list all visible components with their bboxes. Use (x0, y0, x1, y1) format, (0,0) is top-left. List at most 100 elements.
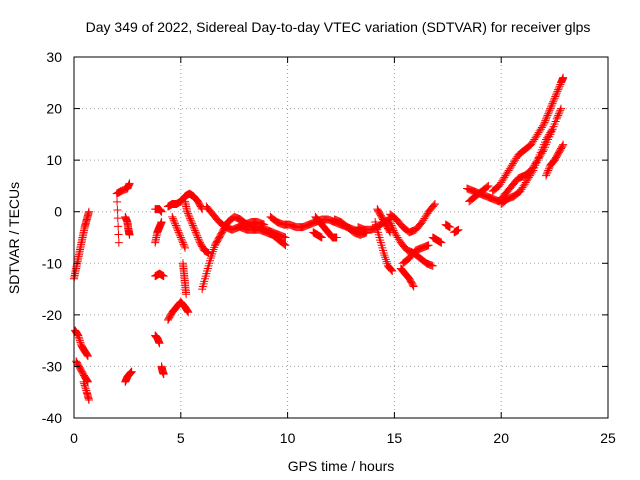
data-point (528, 138, 537, 147)
data-point (386, 218, 395, 227)
data-point (209, 245, 218, 254)
data-point (317, 233, 326, 242)
data-point (83, 352, 92, 361)
data-point (114, 222, 123, 231)
data-point (424, 241, 433, 250)
data-point (187, 218, 196, 227)
data-point (188, 219, 197, 228)
data-point (159, 272, 168, 281)
data-point (175, 230, 184, 239)
data-point (547, 126, 556, 135)
data-point (185, 212, 194, 221)
data-point (183, 209, 192, 218)
data-point (500, 173, 509, 182)
data-point (186, 216, 195, 225)
data-point (409, 282, 418, 291)
data-point (184, 211, 193, 220)
data-point (549, 97, 558, 106)
data-point (182, 290, 191, 299)
data-point (539, 120, 548, 129)
data-point (495, 181, 504, 190)
data-point (503, 168, 512, 177)
data-point (169, 216, 178, 225)
data-point (379, 248, 388, 257)
data-point (177, 235, 186, 244)
y-tick-label: -40 (42, 410, 62, 426)
data-point (482, 183, 491, 192)
data-point (502, 169, 511, 178)
data-point (392, 231, 401, 240)
data-point (545, 106, 554, 115)
data-point (113, 214, 122, 223)
data-point (546, 128, 555, 137)
y-tick-label: 20 (46, 101, 62, 117)
data-point (543, 168, 552, 177)
data-point (542, 113, 551, 122)
y-tick-label: -20 (42, 307, 62, 323)
y-tick-label: 30 (46, 49, 62, 65)
data-point (535, 126, 544, 135)
data-point (530, 135, 539, 144)
x-tick-label: 10 (280, 430, 296, 446)
data-point (410, 247, 419, 256)
data-point (157, 207, 166, 216)
data-point (388, 223, 397, 232)
data-point (74, 333, 83, 342)
data-point (281, 233, 290, 242)
data-point (114, 238, 123, 247)
data-point (501, 196, 510, 205)
data-point (79, 377, 88, 386)
data-point (281, 241, 290, 250)
data-point (81, 383, 90, 392)
data-point (180, 242, 189, 251)
data-point (220, 222, 229, 231)
data-point (504, 166, 513, 175)
data-point (173, 224, 182, 233)
data-point (532, 132, 541, 141)
data-point (554, 109, 563, 118)
data-point (174, 228, 183, 237)
data-point (544, 132, 553, 141)
data-point (113, 197, 122, 206)
x-tick-label: 25 (600, 430, 616, 446)
data-point (553, 87, 562, 96)
series-sat-o (168, 212, 190, 252)
data-point (497, 178, 506, 187)
data-point (548, 125, 557, 134)
data-point (526, 171, 535, 180)
data-point (522, 176, 531, 185)
data-point (173, 226, 182, 235)
data-point (191, 228, 200, 237)
data-point (181, 243, 190, 252)
data-point (507, 161, 516, 170)
data-point (171, 219, 180, 228)
series-sat-h (151, 331, 164, 348)
data-point (502, 195, 511, 204)
series-sat-an (542, 140, 568, 180)
data-point (347, 226, 356, 235)
data-point (127, 367, 136, 376)
series-sat-d (79, 377, 93, 404)
data-point (554, 83, 563, 92)
data-point (533, 130, 542, 139)
data-point (83, 351, 92, 360)
data-point (159, 370, 168, 379)
data-point (547, 102, 556, 111)
data-point (445, 223, 454, 232)
data-point (380, 251, 389, 260)
data-point (391, 230, 400, 239)
data-point (176, 233, 185, 242)
data-point (191, 226, 200, 235)
x-axis-label: GPS time / hours (288, 458, 395, 474)
y-axis-label: SDTVAR / TECUs (6, 182, 22, 294)
data-point (549, 157, 558, 166)
data-point (418, 218, 427, 227)
data-point (168, 212, 177, 221)
data-point (549, 95, 558, 104)
data-point (73, 329, 82, 338)
series-sat-n (178, 259, 191, 299)
data-point (519, 181, 528, 190)
data-point (422, 211, 431, 220)
data-point (382, 257, 391, 266)
data-point (511, 156, 520, 165)
